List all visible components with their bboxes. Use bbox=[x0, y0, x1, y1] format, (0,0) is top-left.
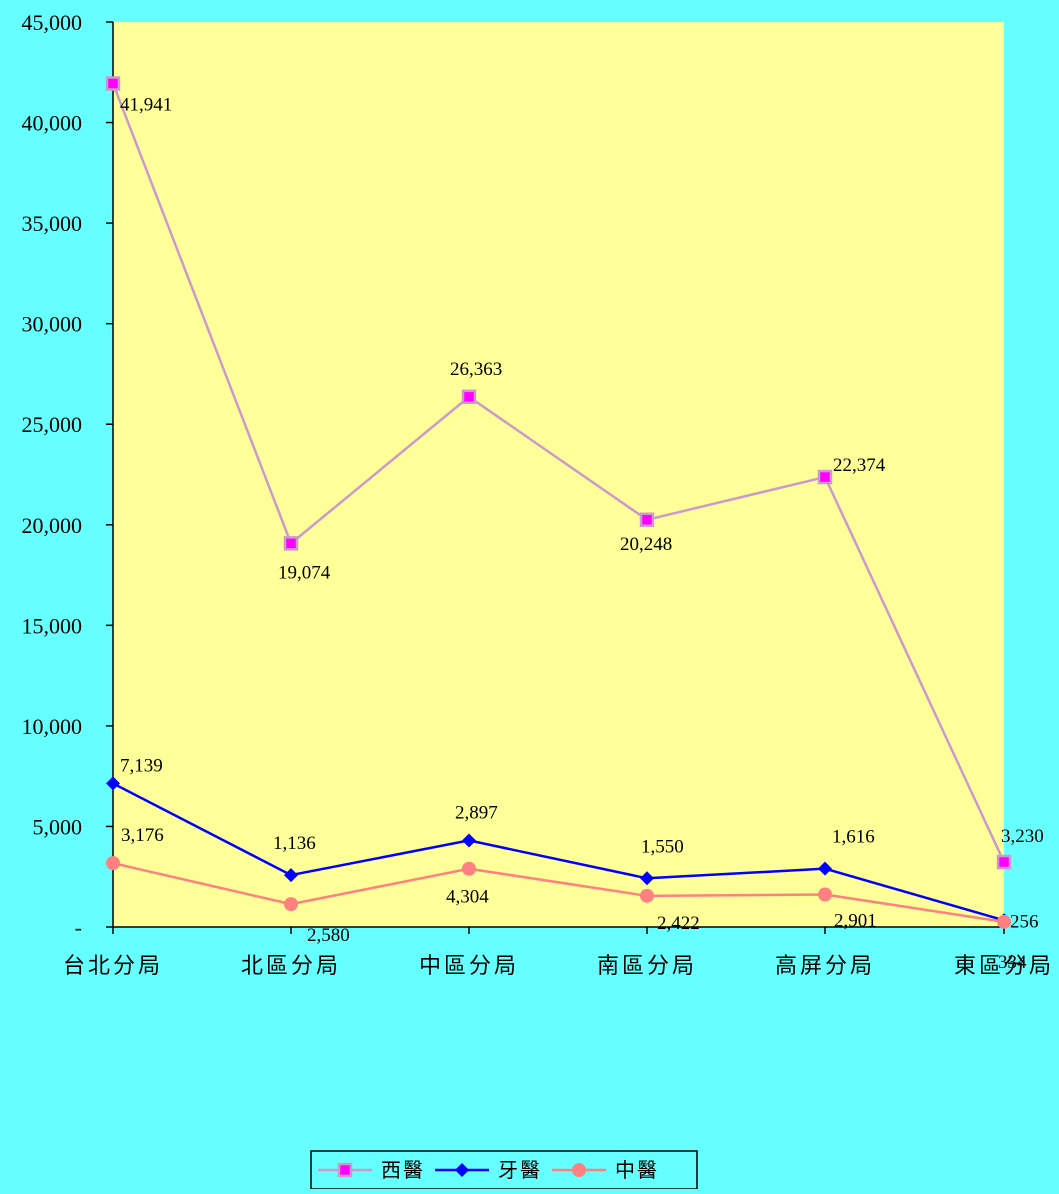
data-label: 1,550 bbox=[641, 836, 684, 857]
data-point bbox=[817, 469, 833, 485]
x-category-label: 東區分局 bbox=[954, 954, 1054, 979]
data-label: 2,897 bbox=[455, 802, 498, 823]
data-point bbox=[106, 776, 120, 791]
data-label: 2,422 bbox=[657, 913, 700, 934]
y-tick-label: - bbox=[75, 915, 82, 940]
y-tick-label: 45,000 bbox=[22, 10, 83, 35]
data-label: 1,136 bbox=[273, 833, 316, 854]
series-3 bbox=[106, 856, 1011, 929]
axes: - 5,000 10,000 15,000 20,000 25,000 30,000 35,0… bbox=[22, 10, 1054, 979]
series-line bbox=[111, 83, 1006, 863]
legend-item-3: 中醫 bbox=[552, 1158, 659, 1182]
series-1 bbox=[105, 76, 1012, 870]
legend-item-2: 牙醫 bbox=[435, 1158, 542, 1182]
y-tick-label: 25,000 bbox=[22, 412, 83, 437]
data-label: 4,304 bbox=[446, 887, 489, 908]
legend: 西醫 牙醫 中醫 bbox=[310, 1150, 698, 1190]
data-point bbox=[462, 861, 476, 876]
legend-label: 中醫 bbox=[615, 1158, 659, 1182]
y-tick-label: 10,000 bbox=[22, 714, 83, 739]
x-category-label: 高屏分局 bbox=[775, 954, 875, 979]
x-category-label: 中區分局 bbox=[419, 954, 519, 979]
data-label: 7,139 bbox=[120, 755, 163, 776]
x-category-label: 北區分局 bbox=[241, 954, 341, 979]
legend-box bbox=[310, 1150, 698, 1190]
legend-marker bbox=[337, 1162, 353, 1178]
data-label: 1,616 bbox=[832, 827, 875, 848]
data-label: 2,580 bbox=[307, 925, 350, 946]
legend-marker bbox=[572, 1163, 586, 1177]
data-label: 22,374 bbox=[833, 455, 886, 476]
data-point bbox=[640, 888, 654, 903]
y-tick-label: 20,000 bbox=[22, 513, 83, 538]
data-label: 256 bbox=[1010, 911, 1039, 932]
data-point bbox=[997, 914, 1011, 929]
data-point bbox=[461, 389, 477, 405]
data-point bbox=[284, 897, 298, 912]
data-point bbox=[462, 833, 476, 848]
data-point bbox=[640, 871, 654, 886]
series-layer bbox=[105, 76, 1012, 929]
data-label: 2,901 bbox=[834, 911, 877, 932]
data-point bbox=[639, 512, 655, 528]
data-point bbox=[283, 536, 299, 551]
series-line bbox=[112, 861, 1005, 924]
legend-label: 西醫 bbox=[381, 1158, 425, 1182]
data-point bbox=[284, 868, 298, 883]
data-label: 3,230 bbox=[1001, 826, 1044, 847]
data-point bbox=[105, 76, 121, 91]
data-label: 26,363 bbox=[450, 359, 502, 380]
data-labels: 41,941 19,074 26,363 20,248 22,374 3,230 7,139… bbox=[120, 95, 1044, 973]
x-category-label: 台北分局 bbox=[63, 954, 163, 979]
series-line bbox=[112, 782, 1005, 922]
x-category-label: 南區分局 bbox=[597, 954, 697, 979]
data-label: 334 bbox=[998, 952, 1027, 973]
data-label: 3,176 bbox=[121, 825, 164, 846]
y-tick-label: 15,000 bbox=[22, 613, 83, 638]
y-tick-label: 40,000 bbox=[22, 111, 83, 136]
data-label: 20,248 bbox=[620, 534, 672, 555]
data-point bbox=[106, 856, 120, 871]
legend-item-1: 西醫 bbox=[318, 1158, 425, 1182]
plot-area bbox=[113, 22, 1004, 927]
data-point bbox=[818, 887, 832, 902]
data-point bbox=[818, 861, 832, 876]
data-point bbox=[996, 854, 1012, 870]
legend-label: 牙醫 bbox=[498, 1158, 542, 1182]
y-tick-label: 5,000 bbox=[33, 814, 83, 839]
legend-marker bbox=[455, 1163, 469, 1177]
y-tick-label: 30,000 bbox=[22, 312, 83, 337]
data-label: 19,074 bbox=[278, 562, 331, 583]
y-tick-label: 35,000 bbox=[22, 211, 83, 236]
data-label: 41,941 bbox=[120, 95, 172, 116]
